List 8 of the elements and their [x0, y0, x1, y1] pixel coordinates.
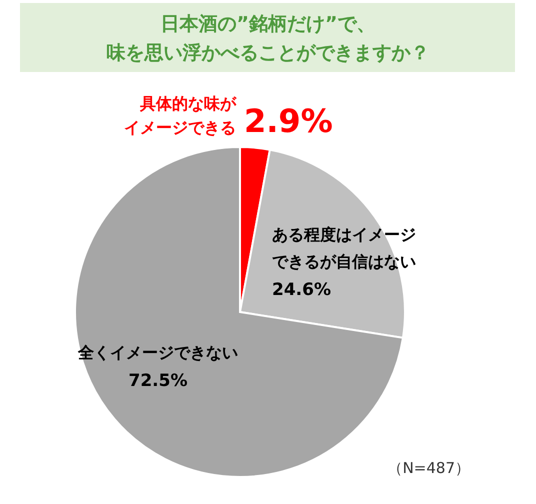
data-label: 72.5% [128, 371, 188, 391]
slice-label: 全くイメージできない [77, 343, 238, 362]
slice-label: 具体的な味がイメージできる [124, 94, 237, 137]
data-label: 2.9% [244, 102, 333, 140]
text: （N=487） [388, 459, 470, 477]
chart-title: 日本酒の”銘柄だけ”で、味を思い浮かべることができますか？ [106, 13, 430, 64]
slice-label: ある程度はイメージできるが自信はない [272, 225, 416, 271]
data-label: 24.6% [272, 280, 331, 300]
